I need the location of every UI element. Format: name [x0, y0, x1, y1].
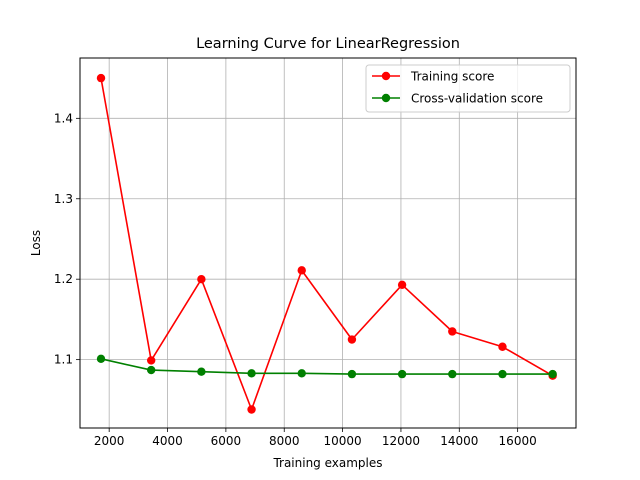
- legend-label: Cross-validation score: [411, 92, 543, 106]
- x-tick-label: 14000: [440, 434, 478, 448]
- data-point: [197, 274, 206, 284]
- x-tick-label: 6000: [211, 434, 242, 448]
- legend-item: Training score: [372, 70, 494, 84]
- series-training-score: [96, 73, 557, 414]
- data-point: [347, 335, 357, 344]
- legend-box: [365, 64, 571, 113]
- plot-series: [96, 73, 557, 414]
- data-point: [197, 367, 206, 376]
- legend: Training score Cross-validation score: [365, 64, 571, 113]
- data-point: [498, 369, 507, 379]
- chart-title: Learning Curve for LinearRegression: [196, 36, 460, 52]
- series-line: [100, 77, 554, 411]
- data-point: [448, 327, 457, 336]
- x-tick-label: 16000: [499, 434, 537, 448]
- x-tick-label: 2000: [94, 434, 125, 448]
- y-tick-label: 1.4: [54, 111, 73, 125]
- legend-swatch-marker: [381, 93, 391, 103]
- data-point: [347, 369, 357, 379]
- legend-swatch-marker: [381, 71, 391, 81]
- x-tick-label: 4000: [152, 434, 183, 448]
- axis-ticks: 2000 4000 6000 8000 10000 12000 14000 16000 1.1 1…: [54, 111, 537, 448]
- y-axis-label: Loss: [29, 230, 43, 256]
- grid-lines: [80, 58, 576, 428]
- data-point: [247, 405, 256, 414]
- y-tick-label: 1.3: [54, 192, 73, 206]
- legend-label: Training score: [410, 70, 494, 84]
- series-cross-validation-score: [96, 354, 557, 379]
- data-point: [297, 369, 306, 378]
- data-point: [448, 369, 457, 379]
- legend-item: Cross-validation score: [372, 92, 543, 106]
- plot-frame: [79, 57, 577, 429]
- x-tick-label: 8000: [269, 434, 300, 448]
- y-tick-label: 1.2: [54, 272, 73, 286]
- data-point: [297, 266, 306, 275]
- data-point: [146, 356, 156, 365]
- data-point: [247, 369, 256, 378]
- series-line: [100, 358, 553, 375]
- data-point: [146, 365, 156, 375]
- data-point: [548, 369, 557, 379]
- x-tick-label: 10000: [323, 434, 361, 448]
- data-point: [498, 342, 507, 351]
- data-point: [397, 280, 407, 290]
- x-axis-label: Training examples: [272, 456, 382, 470]
- data-point: [96, 354, 106, 364]
- data-point: [96, 73, 106, 83]
- x-tick-label: 12000: [382, 434, 420, 448]
- y-tick-label: 1.1: [54, 353, 73, 367]
- data-point: [397, 369, 407, 379]
